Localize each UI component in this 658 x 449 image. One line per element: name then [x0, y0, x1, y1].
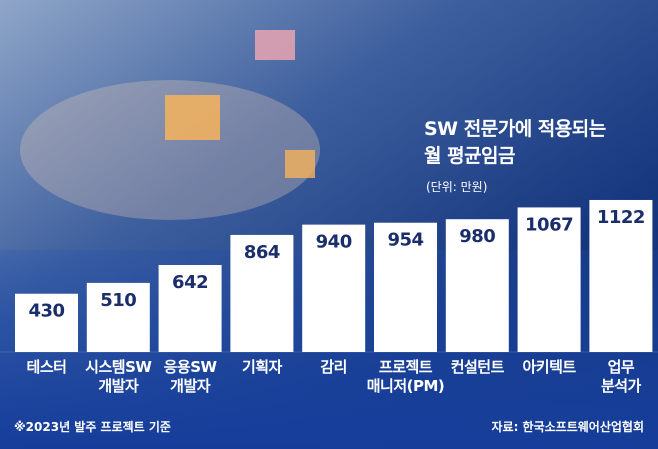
source: 자료: 한국소프트웨어산업협회 [491, 420, 645, 434]
hands-photo [20, 80, 320, 220]
chart-subtitle: (단위: 만원) [426, 180, 488, 194]
category-label: 감리 [320, 358, 347, 376]
category-label: 기획자 [241, 358, 282, 376]
value-label: 642 [172, 272, 208, 293]
value-label: 940 [316, 232, 352, 253]
category-label: 아키텍트 [522, 358, 576, 376]
value-label: 864 [244, 242, 280, 263]
category-label: 업무 분석가 [600, 358, 641, 395]
value-label: 954 [387, 230, 423, 251]
value-label: 1122 [597, 207, 645, 228]
category-label: 테스터 [26, 358, 67, 376]
bar [445, 219, 509, 352]
folder-icon [165, 95, 220, 140]
bar [15, 293, 78, 352]
bar [158, 265, 222, 352]
folder-icon [255, 30, 295, 60]
bar [86, 282, 150, 352]
value-label: 430 [28, 301, 64, 322]
bar [374, 222, 437, 352]
category-label: 프로젝트 매니저(PM) [366, 358, 445, 395]
bar [517, 207, 581, 352]
category-label: 시스템SW 개발자 [85, 358, 152, 395]
value-label: 1067 [525, 214, 573, 235]
bar [589, 199, 653, 352]
category-label: 컨설턴트 [450, 358, 505, 376]
folder-icon [285, 150, 315, 178]
value-label: 980 [459, 226, 495, 247]
bar [302, 224, 366, 352]
category-label: 응용SW 개발자 [163, 358, 217, 395]
footnote: ※2023년 발주 프로젝트 기준 [14, 420, 171, 434]
value-label: 510 [100, 290, 136, 311]
bar [230, 234, 294, 352]
chart-title: SW 전문가에 적용되는 월 평균임금 [424, 118, 606, 167]
